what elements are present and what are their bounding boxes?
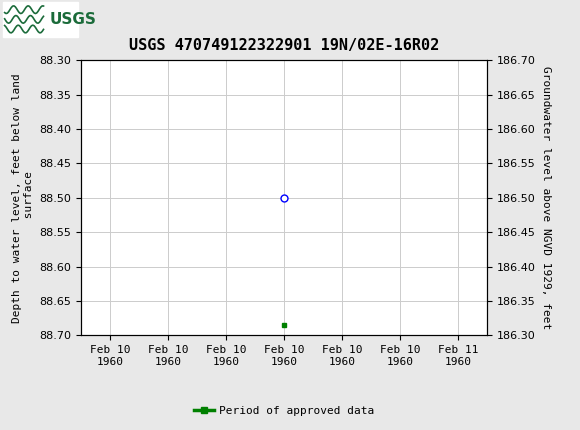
Bar bbox=[3, 2, 78, 37]
Y-axis label: Groundwater level above NGVD 1929, feet: Groundwater level above NGVD 1929, feet bbox=[541, 66, 552, 329]
Text: USGS: USGS bbox=[49, 12, 96, 27]
Legend: Period of approved data: Period of approved data bbox=[189, 402, 379, 421]
Text: USGS 470749122322901 19N/02E-16R02: USGS 470749122322901 19N/02E-16R02 bbox=[129, 38, 439, 52]
Y-axis label: Depth to water level, feet below land
 surface: Depth to water level, feet below land su… bbox=[12, 73, 34, 322]
